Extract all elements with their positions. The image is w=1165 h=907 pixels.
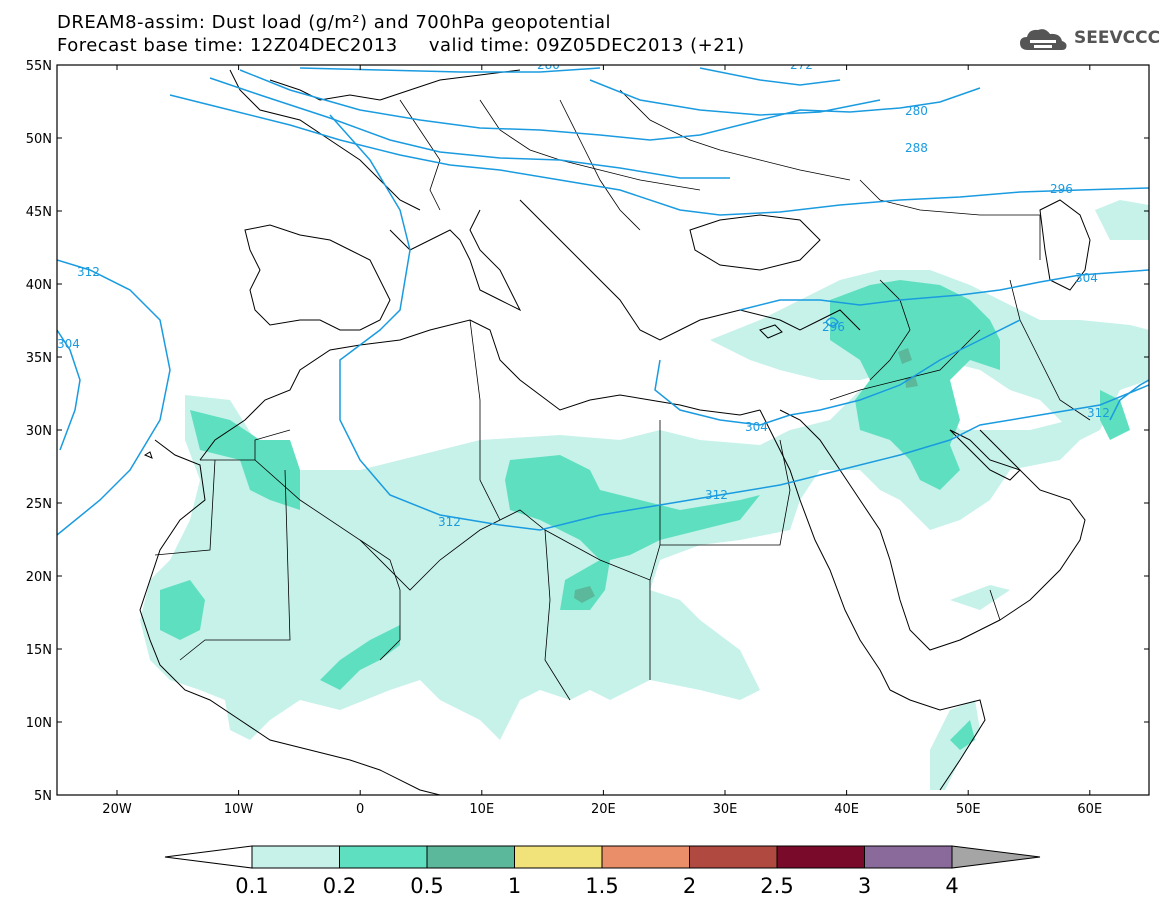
contour-label: 312 (77, 265, 100, 279)
longitude-label: 50E (956, 802, 981, 817)
contour-label: 296 (1050, 182, 1073, 196)
colorbar-swatch (339, 845, 428, 869)
geopotential-contours (57, 67, 1149, 536)
latitude-label: 55N (26, 59, 52, 74)
contour-label: 312 (1087, 406, 1110, 420)
dust-load-high (574, 348, 918, 603)
longitude-axis: 20W 10W 0 10E 20E 30E 40E 50E 60E (102, 65, 1102, 817)
coastlines (139, 69, 1091, 795)
colorbar-swatch (251, 845, 340, 869)
colorbar-tick-label: 0.1 (235, 874, 268, 898)
colorbar-tick-label: 1.5 (585, 874, 618, 898)
colorbar-tick-label: 0.2 (323, 874, 356, 898)
longitude-label: 10W (224, 802, 254, 817)
contour-label: 280 (537, 58, 560, 72)
latitude-axis: 55N 50N 45N 40N 35N 30N 25N 20N 15N 10N 5N (26, 59, 1149, 804)
contour-label: 304 (1075, 271, 1098, 285)
colorbar-max-arrow (951, 845, 1041, 869)
colorbar-tick-label: 3 (858, 874, 871, 898)
latitude-label: 35N (26, 351, 52, 366)
latitude-label: 50N (26, 132, 52, 147)
contour-label: 280 (905, 104, 928, 118)
contour-label: 312 (438, 515, 461, 529)
latitude-label: 45N (26, 205, 52, 220)
latitude-label: 25N (26, 497, 52, 512)
latitude-label: 10N (26, 716, 52, 731)
map-title-line1: DREAM8-assim: Dust load (g/m²) and 700hP… (57, 12, 611, 33)
logo-text: SEEVCCC (1074, 28, 1161, 48)
longitude-label: 30E (713, 802, 738, 817)
colorbar-swatch (864, 845, 953, 869)
colorbar-tick-label: 4 (945, 874, 958, 898)
contour-label: 296 (822, 320, 845, 334)
country-borders (154, 89, 1091, 701)
longitude-label: 20E (591, 802, 616, 817)
longitude-label: 0 (356, 802, 364, 817)
contour-label: 304 (745, 420, 768, 434)
colorbar-tick-label: 0.5 (410, 874, 443, 898)
longitude-label: 60E (1077, 802, 1102, 817)
latitude-label: 40N (26, 278, 52, 293)
colorbar: 0.1 0.2 0.5 1 1.5 2 2.5 3 4 (164, 845, 1041, 898)
longitude-label: 20W (102, 802, 132, 817)
colorbar-swatch (426, 845, 515, 869)
latitude-label: 20N (26, 570, 52, 585)
colorbar-swatch (689, 845, 778, 869)
latitude-label: 30N (26, 424, 52, 439)
longitude-label: 40E (834, 802, 859, 817)
contour-label: 288 (905, 141, 928, 155)
longitude-label: 10E (469, 802, 494, 817)
colorbar-tick-label: 2 (683, 874, 696, 898)
colorbar-swatch (601, 845, 690, 869)
contour-labels: 280 272 280 288 296 304 312 296 304 312 … (57, 58, 1110, 529)
colorbar-swatch (514, 845, 603, 869)
colorbar-swatch (776, 845, 865, 869)
colorbar-tick-label: 1 (508, 874, 521, 898)
contour-label: 272 (790, 58, 813, 72)
colorbar-tick-label: 2.5 (760, 874, 793, 898)
colorbar-min-arrow (164, 845, 253, 869)
latitude-label: 5N (34, 789, 52, 804)
latitude-label: 15N (26, 643, 52, 658)
map-title-line2: Forecast base time: 12Z04DEC2013 valid t… (57, 35, 745, 56)
contour-label: 304 (57, 337, 80, 351)
cloud-icon (1020, 29, 1067, 50)
contour-label: 312 (705, 488, 728, 502)
seevccc-logo: SEEVCCC (1018, 26, 1161, 54)
